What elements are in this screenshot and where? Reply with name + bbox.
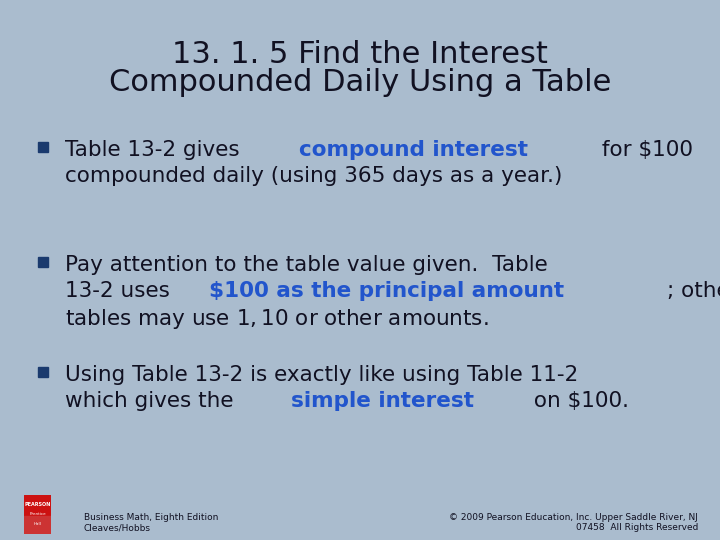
Text: PEARSON: PEARSON (24, 502, 50, 507)
Text: ; other: ; other (667, 281, 720, 301)
Bar (24, 516, 51, 534)
Text: Using Table 13-2 is exactly like using Table 11-2: Using Table 13-2 is exactly like using T… (65, 365, 578, 385)
Bar (38, 367, 48, 377)
Text: © 2009 Pearson Education, Inc. Upper Saddle River, NJ: © 2009 Pearson Education, Inc. Upper Sad… (449, 514, 698, 523)
Text: Hall: Hall (34, 522, 41, 526)
Text: 07458  All Rights Reserved: 07458 All Rights Reserved (575, 523, 698, 532)
Text: simple interest: simple interest (292, 391, 474, 411)
Text: Cleaves/Hobbs: Cleaves/Hobbs (84, 523, 151, 532)
Text: which gives the: which gives the (65, 391, 240, 411)
Bar (38, 142, 48, 152)
Text: for $100: for $100 (595, 140, 693, 160)
Text: on $100.: on $100. (528, 391, 629, 411)
Bar (38, 257, 48, 267)
Text: Business Math, Eighth Edition: Business Math, Eighth Edition (84, 514, 218, 523)
Text: compound interest: compound interest (300, 140, 528, 160)
Text: $100 as the principal amount: $100 as the principal amount (210, 281, 564, 301)
Text: Prentice: Prentice (29, 512, 46, 516)
Bar (24, 495, 51, 516)
Text: Pay attention to the table value given.  Table: Pay attention to the table value given. … (65, 255, 548, 275)
Text: Compounded Daily Using a Table: Compounded Daily Using a Table (109, 68, 611, 97)
Text: tables may use $1, $10 or other amounts.: tables may use $1, $10 or other amounts. (65, 307, 489, 331)
Text: 13-2 uses: 13-2 uses (65, 281, 176, 301)
Text: Table 13-2 gives: Table 13-2 gives (65, 140, 246, 160)
Text: compounded daily (using 365 days as a year.): compounded daily (using 365 days as a ye… (65, 166, 562, 186)
Text: 13. 1. 5 Find the Interest: 13. 1. 5 Find the Interest (172, 40, 548, 69)
